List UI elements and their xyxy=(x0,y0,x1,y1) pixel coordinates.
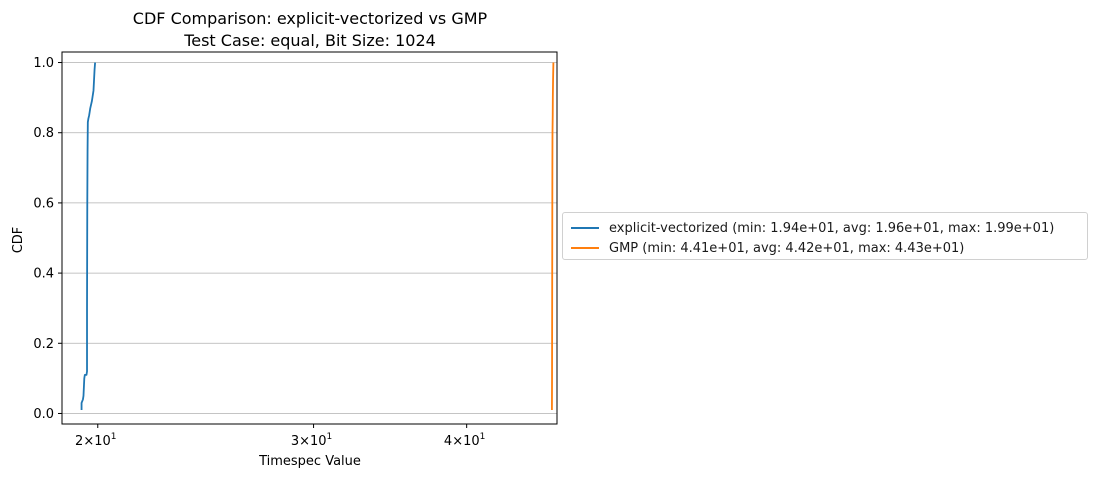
x-axis-label: Timespec Value xyxy=(258,454,361,469)
x-tick-multiplier: ×10 xyxy=(83,434,110,449)
y-tick-label: 0.2 xyxy=(33,337,54,352)
legend-swatch-explicit-vectorized xyxy=(571,227,599,229)
y-tick-label: 0.6 xyxy=(33,196,54,211)
legend-label-gmp: GMP (min: 4.41e+01, avg: 4.42e+01, max: … xyxy=(609,240,965,256)
x-tick-exponent: 1 xyxy=(111,432,117,442)
x-tick-multiplier: ×10 xyxy=(452,434,479,449)
y-tick-label: 0.8 xyxy=(33,126,54,141)
x-axis-ticks: 2×101 3×101 4×101 xyxy=(75,424,485,449)
x-tick-label: 2×101 xyxy=(75,432,116,449)
legend-swatch-gmp xyxy=(571,247,599,249)
y-gridlines xyxy=(62,62,557,414)
x-tick-multiplier: ×10 xyxy=(299,434,326,449)
x-tick-label: 4×101 xyxy=(444,432,485,449)
x-tick-base: 2 xyxy=(75,434,83,449)
x-tick-exponent: 1 xyxy=(480,432,486,442)
x-tick-base: 4 xyxy=(444,434,452,449)
y-axis-ticks: 0.0 0.2 0.4 0.6 0.8 1.0 xyxy=(33,56,62,422)
legend-label-explicit-vectorized: explicit-vectorized (min: 1.94e+01, avg:… xyxy=(609,220,1055,236)
legend-entry-gmp: GMP (min: 4.41e+01, avg: 4.42e+01, max: … xyxy=(571,240,964,256)
x-tick-label: 3×101 xyxy=(291,432,332,449)
x-tick-base: 3 xyxy=(291,434,299,449)
series-line-explicit-vectorized xyxy=(80,62,96,410)
y-tick-label: 1.0 xyxy=(33,56,54,71)
plot-area-frame xyxy=(61,51,558,425)
legend: explicit-vectorized (min: 1.94e+01, avg:… xyxy=(562,212,1088,260)
legend-entry-explicit-vectorized: explicit-vectorized (min: 1.94e+01, avg:… xyxy=(571,220,1054,236)
x-tick-exponent: 1 xyxy=(327,432,333,442)
y-axis-label: CDF xyxy=(11,227,26,254)
chart-subtitle: Test Case: equal, Bit Size: 1024 xyxy=(183,31,436,50)
series-lines xyxy=(80,62,555,410)
y-tick-label: 0.4 xyxy=(33,267,54,282)
chart-title: CDF Comparison: explicit-vectorized vs G… xyxy=(133,9,488,28)
y-tick-label: 0.0 xyxy=(33,407,54,422)
series-line-gmp xyxy=(551,62,555,410)
